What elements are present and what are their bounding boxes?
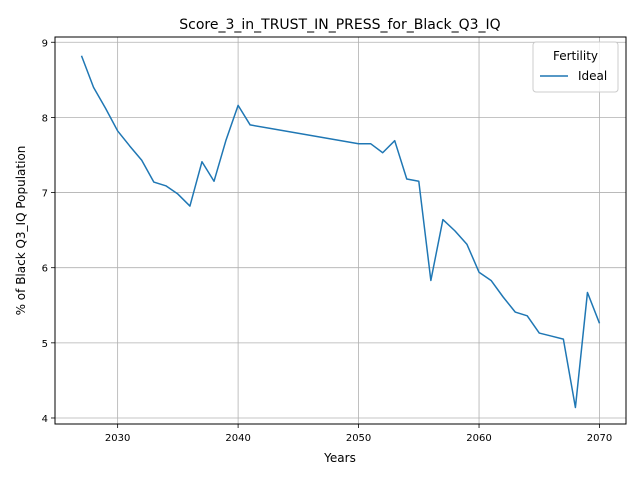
y-axis-label: % of Black Q3_IQ Population	[14, 146, 28, 316]
y-tick-label: 8	[42, 113, 48, 124]
y-tick-label: 4	[42, 414, 48, 425]
x-axis-ticks: 2030 2040 2050 2060 2070	[105, 424, 612, 444]
x-tick-label: 2070	[587, 433, 612, 444]
legend-box	[532, 41, 619, 93]
x-tick-label: 2030	[105, 433, 130, 444]
chart-title: Score_3_in_TRUST_IN_PRESS_for_Black_Q3_I…	[179, 17, 500, 33]
grid	[55, 37, 626, 424]
legend: Fertility Ideal	[532, 41, 619, 93]
y-axis-ticks: 4 5 6 7 8 9	[42, 38, 55, 425]
plot-frame	[54, 36, 627, 425]
y-tick-label: 9	[42, 38, 48, 49]
y-tick-label: 6	[42, 264, 48, 275]
series-line-ideal	[80, 55, 601, 409]
legend-title: Fertility	[553, 49, 598, 63]
y-tick-label: 7	[42, 189, 48, 200]
x-tick-label: 2050	[346, 433, 371, 444]
x-axis-label: Years	[323, 451, 356, 465]
x-tick-label: 2040	[225, 433, 250, 444]
x-tick-label: 2060	[466, 433, 491, 444]
series-lines	[80, 55, 601, 409]
y-tick-label: 5	[42, 339, 48, 350]
legend-label-ideal: Ideal	[578, 69, 607, 83]
